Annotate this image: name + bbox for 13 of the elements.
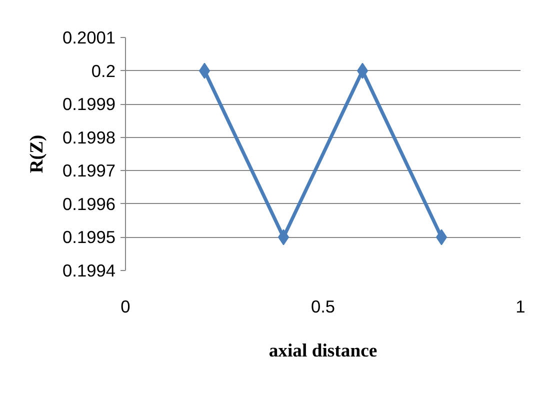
y-tick-label: 0.1998 [62,127,116,148]
y-tick-label: 0.2 [91,60,116,81]
y-axis-title: R(Z) [26,134,48,174]
x-axis-title: axial distance [268,340,378,362]
y-tick-label: 0.1995 [62,227,116,248]
y-tick-label: 0.1999 [62,94,116,114]
x-tick-label: 0.5 [310,296,336,316]
x-tick-label: 0 [120,296,130,316]
y-tick-label: 0.2001 [62,28,116,48]
y-tick-label: 0.1997 [62,160,116,181]
x-tick-label: 1 [516,296,526,316]
y-tick-label: 0.1994 [62,260,116,280]
y-tick-label: 0.1996 [62,194,116,214]
